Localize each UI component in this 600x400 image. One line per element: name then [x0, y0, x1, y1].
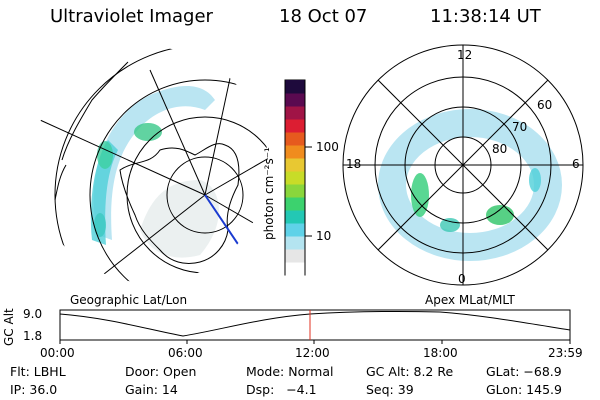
info-glat: GLat: −68.9 [486, 364, 562, 379]
info-seq: Seq: 39 [366, 382, 414, 397]
date-label: 18 Oct 07 [279, 6, 368, 27]
left-map-caption: Geographic Lat/Lon [70, 293, 188, 307]
alt-xtick-1800: 18:00 [423, 346, 458, 360]
colorbar-segment [285, 158, 305, 172]
colorbar [284, 79, 312, 276]
colorbar-segment [285, 106, 305, 120]
mlat-label-60: 60 [537, 98, 553, 112]
colorbar-label: photon cm⁻²s⁻¹ [262, 147, 276, 240]
colorbar-segment [285, 145, 305, 159]
info-gain: Gain: 14 [125, 382, 178, 397]
colorbar-segment [285, 262, 305, 276]
colorbar-tick-100: 100 [316, 140, 339, 154]
colorbar-segment [285, 80, 305, 94]
mlat-label-70: 70 [512, 120, 528, 134]
mlt-label-0: 0 [458, 272, 466, 286]
altitude-plot [59, 309, 571, 344]
mlt-label-6: 6 [572, 157, 580, 171]
mlat-label-80: 80 [492, 142, 508, 156]
info-dsp: Dsp: −4.1 [246, 382, 317, 397]
colorbar-segment [285, 184, 305, 198]
alt-xtick-0000: 00:00 [40, 346, 75, 360]
right-map-caption: Apex MLat/MLT [425, 293, 515, 307]
mlt-label-18: 18 [346, 157, 362, 171]
alt-ylabel: GC Alt [2, 308, 16, 346]
colorbar-segment [285, 197, 305, 211]
colorbar-segment [285, 171, 305, 185]
colorbar-tick-10: 10 [316, 229, 332, 243]
time-label: 11:38:14 UT [430, 6, 541, 27]
colorbar-segment [285, 236, 305, 250]
alt-xtick-1200: 12:00 [295, 346, 330, 360]
alt-ytick-9: 9.0 [23, 307, 43, 321]
alt-ytick-1.8: 1.8 [23, 329, 43, 343]
info-glon: GLon: 145.9 [486, 382, 562, 397]
mlt-label-12: 12 [457, 48, 473, 62]
colorbar-segment [285, 210, 305, 224]
colorbar-segment [285, 132, 305, 146]
geographic-map [32, 47, 268, 283]
info-mode: Mode: Normal [246, 364, 334, 379]
info-filter: Flt: LBHL [10, 364, 66, 379]
colorbar-segment [285, 223, 305, 237]
apex-polar-plot [342, 44, 584, 286]
alt-xtick-0600: 06:00 [168, 346, 203, 360]
alt-xtick-2359: 23:59 [548, 346, 583, 360]
info-door: Door: Open [125, 364, 197, 379]
aurora-band-left [93, 85, 215, 240]
info-ip: IP: 36.0 [10, 382, 58, 397]
colorbar-segment [285, 249, 305, 263]
colorbar-segment [285, 119, 305, 133]
colorbar-segment [285, 93, 305, 107]
info-gc-alt: GC Alt: 8.2 Re [366, 364, 454, 379]
instrument-title: Ultraviolet Imager [50, 6, 213, 27]
